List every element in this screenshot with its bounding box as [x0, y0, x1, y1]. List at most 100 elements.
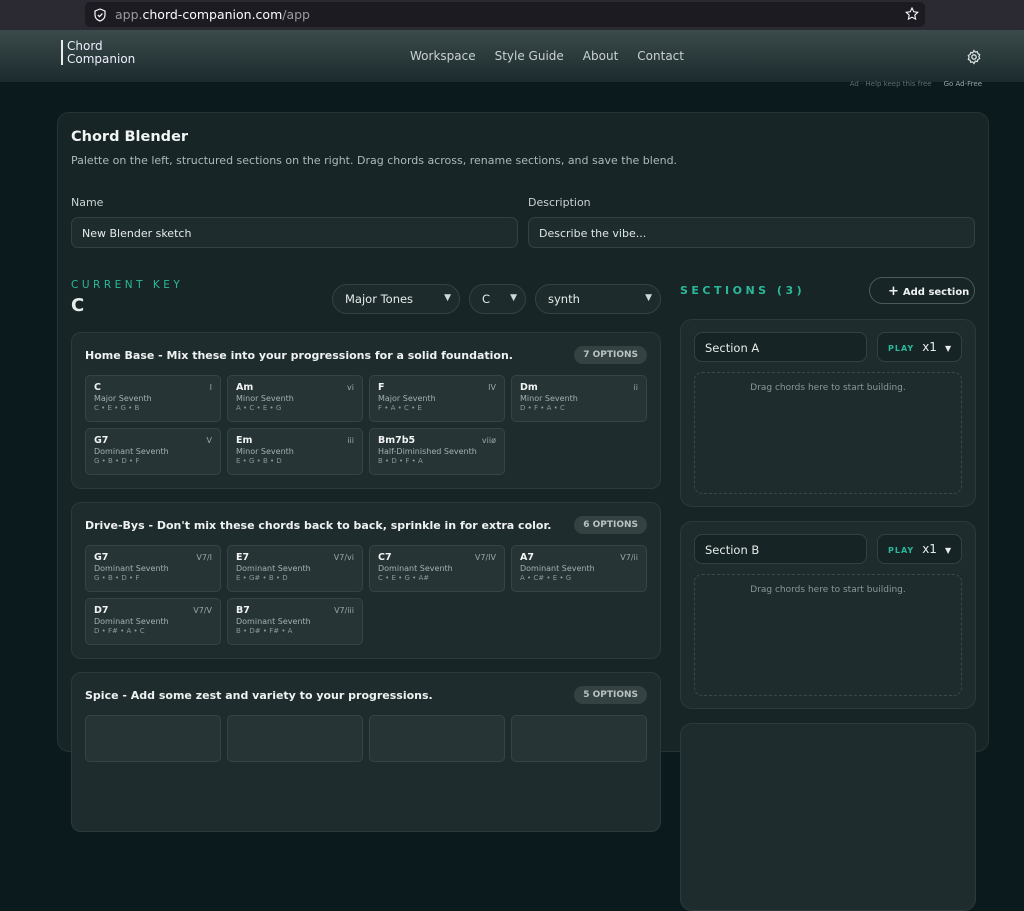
chord-name: G7: [94, 435, 109, 446]
chord-type: Half-Diminished Seventh: [378, 447, 477, 456]
chord-tile[interactable]: Dm ii Minor Seventh D • F • A • C: [511, 375, 647, 422]
bookmark-star-icon[interactable]: [905, 7, 919, 21]
gear-icon[interactable]: [966, 49, 982, 65]
chord-notes: B • D • F • A: [378, 457, 423, 465]
chord-type: Dominant Seventh: [520, 564, 595, 573]
browser-toolbar: app. chord-companion.com/app: [0, 0, 1024, 30]
group-title: Home Base - Mix these into your progress…: [85, 349, 513, 362]
mode-select[interactable]: Major Tones ▼: [332, 284, 460, 314]
options-badge: 7 OPTIONS: [574, 346, 647, 364]
play-repeat-select[interactable]: PLAY x1 ▼: [877, 534, 962, 564]
chord-notes: C • E • G • A#: [378, 574, 430, 582]
chord-tile[interactable]: Em iii Minor Seventh E • G • B • D: [227, 428, 363, 475]
chord-type: Minor Seventh: [236, 447, 294, 456]
chord-type: Dominant Seventh: [94, 447, 169, 456]
chord-name: Am: [236, 382, 254, 393]
chord-tile[interactable]: A7 V7/ii Dominant Seventh A • C# • E • G: [511, 545, 647, 592]
current-key-value: C: [71, 295, 85, 316]
chord-notes: D • F • A • C: [520, 404, 565, 412]
chord-notes: A • C • E • G: [236, 404, 282, 412]
roman-numeral: viiø: [481, 436, 496, 445]
chord-type: Minor Seventh: [520, 394, 578, 403]
sections-heading: SECTIONS (3): [680, 284, 806, 297]
chord-name: C7: [378, 552, 392, 563]
chord-tile[interactable]: [227, 715, 363, 762]
nav-style-guide[interactable]: Style Guide: [494, 49, 564, 63]
sound-value: synth: [548, 292, 580, 306]
go-ad-free-link[interactable]: Go Ad-Free: [943, 80, 982, 88]
sound-select[interactable]: synth ▼: [535, 284, 661, 314]
chord-tile[interactable]: G7 V7/I Dominant Seventh G • B • D • F: [85, 545, 221, 592]
chord-name: Bm7b5: [378, 435, 416, 446]
chevron-down-icon: ▼: [645, 293, 652, 303]
chord-type: Dominant Seventh: [94, 564, 169, 573]
add-section-button[interactable]: + Add section: [869, 277, 975, 304]
play-label: PLAY: [888, 344, 915, 353]
roman-numeral: V7/V: [193, 606, 212, 615]
chord-type: Dominant Seventh: [378, 564, 453, 573]
chord-tile[interactable]: Bm7b5 viiø Half-Diminished Seventh B • D • …: [369, 428, 505, 475]
chord-notes: C • E • G • B: [94, 404, 140, 412]
chord-notes: G • B • D • F: [94, 574, 140, 582]
address-bar[interactable]: app. chord-companion.com/app: [85, 2, 925, 27]
chord-drop-zone[interactable]: Drag chords here to start building.: [694, 574, 962, 696]
url-prefix: app.: [115, 7, 143, 22]
chord-notes: F • A • C • E: [378, 404, 422, 412]
chord-tile[interactable]: F IV Major Seventh F • A • C • E: [369, 375, 505, 422]
roman-numeral: iii: [347, 436, 354, 445]
logo[interactable]: Chord Companion: [61, 40, 135, 65]
chord-notes: A • C# • E • G: [520, 574, 572, 582]
url-domain: chord-companion.com: [142, 7, 283, 22]
root-select[interactable]: C ▼: [469, 284, 526, 314]
chord-tile[interactable]: B7 V7/iii Dominant Seventh B • D# • F# • A: [227, 598, 363, 645]
section-name-input[interactable]: Section B: [694, 534, 867, 564]
group-title: Drive-Bys - Don't mix these chords back …: [85, 519, 552, 532]
chord-name: C: [94, 382, 101, 393]
roman-numeral: V7/vi: [333, 553, 354, 562]
nav-contact[interactable]: Contact: [637, 49, 684, 63]
description-input[interactable]: Describe the vibe...: [528, 217, 975, 248]
chord-tile[interactable]: C I Major Seventh C • E • G • B: [85, 375, 221, 422]
chord-tile[interactable]: G7 V Dominant Seventh G • B • D • F: [85, 428, 221, 475]
chord-tile[interactable]: C7 V7/IV Dominant Seventh C • E • G • A#: [369, 545, 505, 592]
group-title: Spice - Add some zest and variety to you…: [85, 689, 433, 702]
chord-tile[interactable]: [85, 715, 221, 762]
roman-numeral: V7/I: [196, 553, 212, 562]
chord-type: Dominant Seventh: [236, 617, 311, 626]
logo-line: Companion: [67, 51, 136, 66]
roman-numeral: V7/ii: [620, 553, 638, 562]
name-input[interactable]: New Blender sketch: [71, 217, 518, 248]
play-repeat-select[interactable]: PLAY x1 ▼: [877, 332, 962, 362]
chord-notes: D • F# • A • C: [94, 627, 145, 635]
section-panel: Section B PLAY x1 ▼ Drag chords here to star…: [680, 521, 976, 709]
nav-workspace[interactable]: Workspace: [410, 49, 476, 63]
chevron-down-icon: ▼: [444, 293, 451, 303]
chevron-down-icon: ▼: [944, 344, 952, 353]
chord-blender-card: Chord Blender Palette on the left, struc…: [57, 112, 989, 911]
page-subtitle: Palette on the left, structured sections…: [71, 154, 678, 167]
roman-numeral: vi: [347, 383, 354, 392]
chord-tile[interactable]: [369, 715, 505, 762]
chord-name: Dm: [520, 382, 538, 393]
nav-about[interactable]: About: [582, 49, 619, 63]
url-path: /app: [282, 7, 310, 22]
section-name-input[interactable]: Section A: [694, 332, 867, 362]
chord-type: Major Seventh: [94, 394, 152, 403]
roman-numeral: I: [209, 383, 212, 392]
chord-tile[interactable]: [511, 715, 647, 762]
section-panel: Section A PLAY x1 ▼ Drag chords here to star…: [680, 319, 976, 507]
chord-tile[interactable]: Am vi Minor Seventh A • C • E • G: [227, 375, 363, 422]
chevron-down-icon: ▼: [944, 546, 952, 555]
logo-line: Chord: [67, 39, 103, 53]
play-label: PLAY: [888, 546, 915, 555]
chord-notes: B • D# • F# • A: [236, 627, 293, 635]
page-title: Chord Blender: [71, 129, 189, 145]
shield-icon: [94, 7, 106, 22]
chord-group: Drive-Bys - Don't mix these chords back …: [71, 502, 661, 659]
chord-drop-zone[interactable]: Drag chords here to start building.: [694, 372, 962, 494]
chord-tile[interactable]: E7 V7/vi Dominant Seventh E • G# • B • D: [227, 545, 363, 592]
main-nav: Workspace Style Guide About Contact: [410, 49, 684, 63]
chord-tile[interactable]: D7 V7/V Dominant Seventh D • F# • A • C: [85, 598, 221, 645]
ad-text: Ad · Help keep this free: [849, 80, 932, 88]
chevron-down-icon: ▼: [510, 293, 517, 303]
